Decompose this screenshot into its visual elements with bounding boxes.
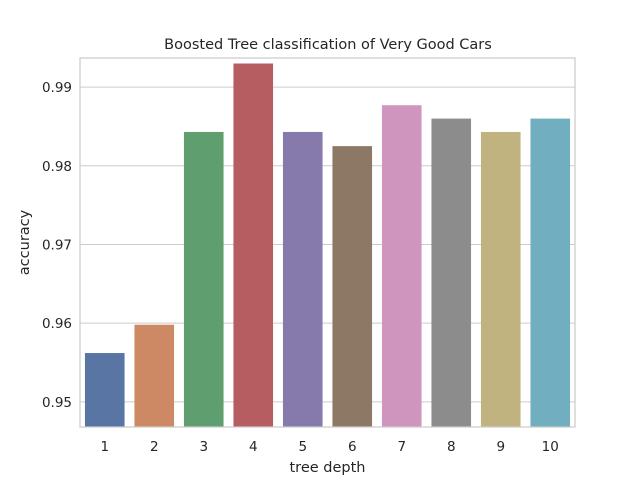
x-tick-label: 6	[348, 439, 357, 455]
y-tick-label: 0.97	[42, 237, 72, 253]
x-tick-label: 2	[150, 439, 159, 455]
bar-depth-4	[233, 63, 274, 428]
y-tick-label: 0.96	[42, 316, 72, 332]
bar-depth-8	[431, 118, 472, 427]
plot-frame	[79, 57, 576, 428]
y-tick-label: 0.95	[42, 395, 72, 411]
bar-depth-2	[134, 324, 175, 427]
bar-depth-7	[381, 105, 422, 428]
x-tick-label: 1	[100, 439, 109, 455]
x-tick-label: 7	[397, 439, 406, 455]
x-tick-label: 9	[496, 439, 505, 455]
y-tick-label: 0.99	[42, 80, 72, 96]
y-tick-labels: 0.95 0.96 0.97 0.98 0.99	[42, 80, 72, 411]
x-tick-label: 4	[249, 439, 258, 455]
bar-depth-10	[530, 118, 571, 427]
bar-depth-5	[282, 131, 323, 428]
x-tick-label: 8	[447, 439, 456, 455]
chart-title: Boosted Tree classification of Very Good…	[164, 37, 492, 53]
bar-depth-9	[480, 131, 521, 428]
bar-depth-3	[183, 131, 224, 428]
bar-depth-1	[84, 353, 125, 427]
y-tick-label: 0.98	[42, 159, 72, 175]
x-tick-label: 10	[542, 439, 559, 455]
x-axis-label: tree depth	[290, 460, 366, 476]
bars	[84, 63, 571, 428]
y-axis-label: accuracy	[17, 209, 33, 275]
x-tick-label: 3	[199, 439, 208, 455]
bar-depth-6	[332, 146, 373, 428]
x-tick-label: 5	[298, 439, 307, 455]
x-tick-labels: 1 2 3 4 5 6 7 8 9 10	[100, 439, 558, 455]
